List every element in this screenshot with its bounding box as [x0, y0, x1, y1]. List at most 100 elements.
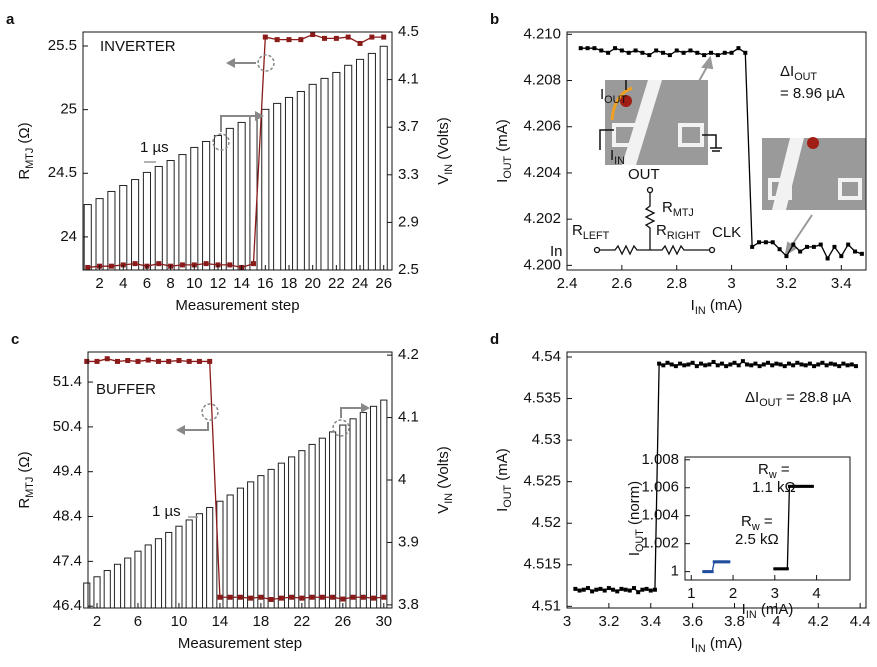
x-tick-label: 4: [119, 275, 127, 292]
data-point: [176, 358, 182, 364]
data-point: [648, 588, 653, 593]
text-part: I: [691, 635, 695, 652]
data-point: [740, 359, 745, 364]
data-point: [719, 560, 723, 564]
bar: [320, 77, 329, 271]
data-point: [640, 50, 645, 55]
data-point: [592, 46, 597, 51]
y2-tick-label: 4.2: [398, 346, 419, 363]
bar: [124, 557, 132, 609]
text-part: I: [742, 601, 746, 618]
data-point: [686, 362, 691, 367]
text-part: OUT: [502, 155, 514, 178]
bar: [225, 127, 234, 271]
text-part: ΔI: [780, 63, 794, 80]
text-part: OUT: [759, 397, 782, 409]
data-point: [619, 586, 624, 591]
bar: [107, 190, 116, 271]
data-point: [333, 35, 339, 41]
data-point: [319, 594, 325, 600]
data-point: [132, 261, 138, 267]
y-tick-label: 1: [671, 563, 679, 580]
data-point: [615, 589, 620, 594]
data-point: [736, 363, 741, 368]
data-point: [853, 249, 858, 254]
data-point: [262, 34, 268, 40]
bar: [318, 437, 326, 609]
data-point: [125, 358, 131, 364]
data-point: [845, 363, 850, 368]
data-point: [94, 358, 100, 364]
data-point: [753, 361, 758, 366]
text-part: IN: [443, 164, 455, 175]
data-point: [606, 586, 611, 591]
y-tick-label: 1.002: [641, 535, 679, 552]
bar: [380, 399, 388, 609]
data-point: [298, 37, 304, 43]
data-point: [578, 46, 583, 51]
text-part: OUT: [634, 529, 646, 552]
x-tick-label: 26: [334, 613, 351, 630]
data-point: [215, 262, 221, 268]
x-tick-label: 1: [687, 585, 695, 602]
data-point: [807, 361, 812, 366]
x-tick-label: 3: [771, 585, 779, 602]
text-part: OUT: [502, 484, 514, 507]
data-point: [716, 560, 720, 564]
text-part: (mA): [494, 119, 511, 156]
data-point: [757, 364, 762, 369]
y2-tick-label: 4: [398, 471, 406, 488]
x-tick-label: 18: [253, 613, 270, 630]
data-point: [186, 358, 192, 364]
data-point: [724, 364, 729, 369]
data-point: [721, 560, 725, 564]
y-tick-label: 24: [60, 228, 77, 245]
data-point: [785, 567, 789, 571]
x-tick-label: 14: [233, 275, 250, 292]
x-axis-label: Measurement step: [175, 297, 299, 314]
data-point: [268, 596, 274, 602]
data-point: [594, 587, 599, 592]
x-tick-label: 6: [143, 275, 151, 292]
text-part: I: [610, 147, 614, 164]
annotation: 1 µs: [140, 139, 169, 156]
text-part: w: [751, 521, 760, 533]
data-point: [623, 587, 628, 592]
bar: [134, 550, 142, 609]
bar: [154, 538, 163, 609]
text-part: =: [760, 513, 773, 530]
text-part: (Volts): [435, 446, 452, 493]
x-tick-label: 3.8: [724, 613, 745, 630]
text-part: OUT: [794, 71, 817, 83]
data-point: [743, 50, 748, 55]
data-point: [599, 48, 604, 53]
data-point: [781, 567, 785, 571]
y-tick-label: 47.4: [53, 552, 82, 569]
data-point: [573, 586, 578, 591]
data-point: [783, 567, 787, 571]
data-point: [309, 594, 315, 600]
bar: [103, 570, 111, 609]
y-tick-label: 4.525: [523, 473, 561, 490]
data-point: [694, 364, 699, 369]
data-point: [703, 363, 708, 368]
marker-circle: [257, 54, 275, 72]
data-point: [602, 588, 607, 593]
y2-tick-label: 4.5: [398, 23, 419, 40]
text-part: R: [572, 222, 583, 239]
text-part: I: [626, 552, 643, 556]
data-point: [381, 34, 387, 40]
y-tick-label: 48.4: [53, 508, 82, 525]
data-point: [598, 586, 603, 591]
data-point: [715, 363, 720, 368]
annotation: INVERTER: [100, 38, 176, 55]
data-point: [846, 242, 851, 247]
bar: [379, 45, 388, 271]
data-point: [688, 48, 693, 53]
y-tick-label: 25.5: [48, 37, 77, 54]
y2-tick-label: 2.5: [398, 261, 419, 278]
bar: [277, 462, 285, 609]
inset-background: [685, 457, 850, 580]
data-point: [816, 362, 821, 367]
data-point: [682, 363, 687, 368]
